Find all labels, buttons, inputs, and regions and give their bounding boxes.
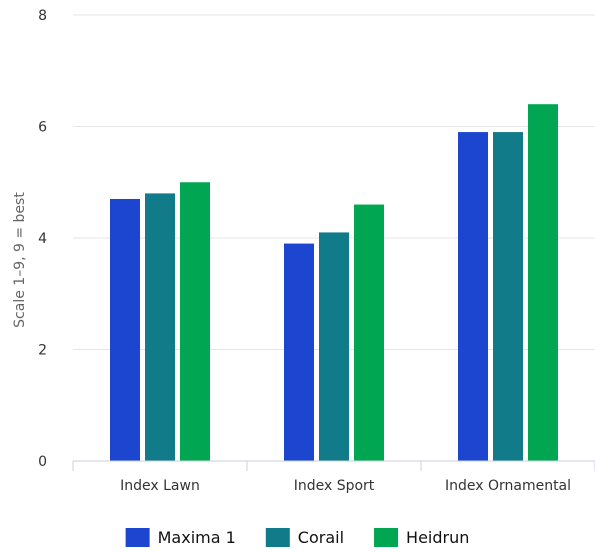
y-tick-label: 0 bbox=[38, 454, 47, 470]
bar-heidrun-index-sport bbox=[354, 204, 384, 462]
legend-item-corail[interactable]: Corail bbox=[265, 528, 344, 547]
legend-item-maxima-1[interactable]: Maxima 1 bbox=[125, 528, 236, 547]
bar-maxima-1-index-sport bbox=[284, 243, 314, 461]
bar-heidrun-index-lawn bbox=[180, 182, 210, 461]
legend-swatch bbox=[265, 528, 290, 547]
bar-corail-index-ornamental bbox=[493, 132, 523, 461]
category-label: Index Ornamental bbox=[445, 478, 571, 494]
legend-swatch bbox=[125, 528, 150, 547]
bar-corail-index-sport bbox=[319, 232, 349, 461]
legend-label: Heidrun bbox=[406, 528, 469, 547]
y-axis-label: Scale 1–9, 9 = best bbox=[12, 192, 28, 328]
bar-corail-index-lawn bbox=[145, 193, 175, 461]
bar-maxima-1-index-lawn bbox=[110, 198, 140, 461]
legend-label: Corail bbox=[298, 528, 344, 547]
y-tick-label: 4 bbox=[38, 231, 47, 247]
y-tick-labels: 0 2 4 6 8 bbox=[38, 8, 47, 470]
y-tick-label: 6 bbox=[38, 120, 47, 136]
category-label: Index Sport bbox=[294, 478, 375, 494]
legend: Maxima 1 Corail Heidrun bbox=[125, 528, 469, 547]
bar-heidrun-index-ornamental bbox=[528, 104, 558, 461]
category-labels: Index Lawn Index Sport Index Ornamental bbox=[120, 478, 571, 494]
legend-label: Maxima 1 bbox=[158, 528, 236, 547]
legend-swatch bbox=[374, 528, 399, 547]
y-tick-label: 8 bbox=[38, 8, 47, 24]
bar-maxima-1-index-ornamental bbox=[458, 132, 488, 461]
bars bbox=[110, 104, 558, 462]
x-axis-ticks bbox=[72, 461, 595, 471]
legend-item-heidrun[interactable]: Heidrun bbox=[374, 528, 469, 547]
category-label: Index Lawn bbox=[120, 478, 200, 494]
y-tick-label: 2 bbox=[38, 343, 47, 359]
